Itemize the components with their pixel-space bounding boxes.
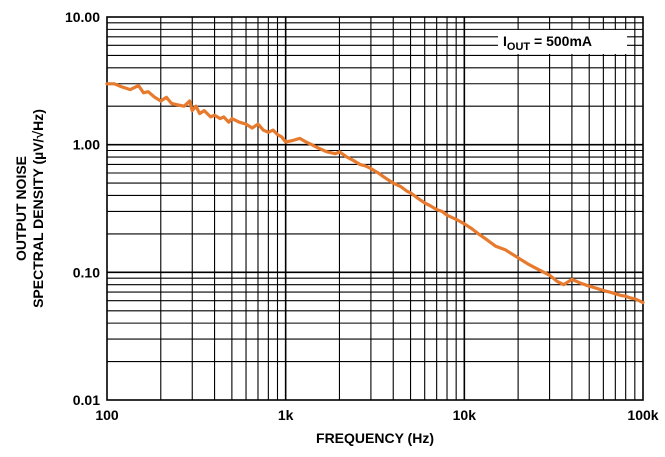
y-tick-label: 0.10 [73,264,100,280]
x-tick-label: 10k [453,407,477,423]
annotation-subscript: OUT [507,41,531,53]
annotation-box [498,30,627,54]
y-axis-title-line2: SPECTRAL DENSITY (µV/√Hz) [30,109,46,308]
x-tick-label: 1k [278,407,294,423]
annotation-rest: = 500mA [530,33,592,49]
y-tick-label: 0.01 [73,392,100,408]
series-layer [105,82,645,305]
grid-lines [107,17,643,400]
y-axis-title: OUTPUT NOISE SPECTRAL DENSITY (µV/√Hz) [13,109,46,308]
plot-frame [106,16,644,401]
y-tick-label: 1.00 [73,137,100,153]
tick-labels: 100 1k 10k 100k 10.00 1.00 0.10 0.01 [65,9,659,423]
x-axis-title: FREQUENCY (Hz) [316,430,434,446]
series-line-0 [105,82,645,305]
y-tick-label: 10.00 [65,9,100,25]
x-tick-label: 100 [95,407,119,423]
annotation-main: I [503,33,507,49]
x-tick-label: 100k [627,407,658,423]
annotation-iout: IOUT = 500mA [503,33,592,53]
y-axis-title-line1: OUTPUT NOISE [13,156,29,261]
